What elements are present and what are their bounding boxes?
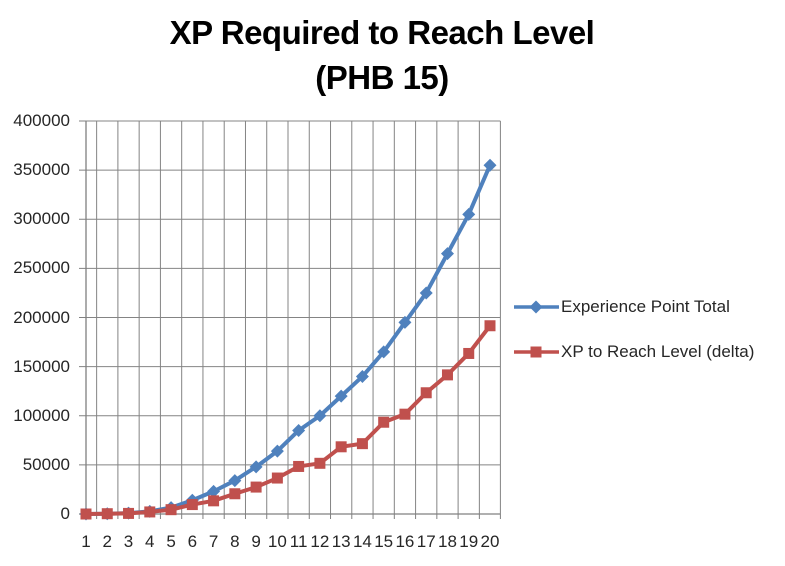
y-tick-label: 400000 bbox=[13, 111, 70, 130]
data-point-diamond bbox=[483, 158, 497, 172]
x-tick-label: 19 bbox=[459, 532, 479, 551]
y-tick-label: 300000 bbox=[13, 209, 70, 229]
data-point-diamond bbox=[440, 247, 454, 261]
chart-title-line2: (PHB 15) bbox=[315, 59, 449, 96]
y-tick-label: 0 bbox=[60, 504, 70, 523]
data-point-diamond bbox=[270, 444, 284, 458]
y-tick-label: 150000 bbox=[13, 356, 70, 376]
square-marker-icon bbox=[530, 346, 542, 358]
data-point-square bbox=[229, 488, 241, 500]
data-point-square bbox=[484, 320, 496, 332]
data-point-square bbox=[314, 457, 326, 469]
x-tick-label: 20 bbox=[480, 532, 500, 551]
x-tick-label: 9 bbox=[251, 532, 261, 551]
data-point-square bbox=[378, 416, 390, 428]
chart-title: XP Required to Reach Level (PHB 15) bbox=[72, 10, 692, 100]
data-point-square bbox=[463, 347, 475, 359]
x-tick-label: 3 bbox=[123, 532, 134, 551]
x-tick-label: 18 bbox=[438, 532, 457, 551]
legend-swatch-total bbox=[514, 300, 559, 314]
data-point-square bbox=[356, 438, 368, 450]
x-tick-label: 16 bbox=[395, 532, 415, 551]
x-tick-label: 11 bbox=[289, 532, 308, 551]
data-point-square bbox=[208, 495, 220, 507]
data-point-square bbox=[441, 369, 453, 381]
legend: Experience Point Total XP to Reach Level… bbox=[513, 297, 755, 388]
data-point-square bbox=[420, 387, 432, 399]
data-point-diamond bbox=[355, 369, 369, 383]
data-point-square bbox=[123, 507, 135, 519]
legend-label-delta: XP to Reach Level (delta) bbox=[561, 342, 755, 361]
x-tick-label: 4 bbox=[145, 532, 155, 551]
data-point-diamond bbox=[313, 409, 327, 423]
data-point-square bbox=[335, 441, 347, 453]
y-tick-label: 100000 bbox=[13, 405, 70, 425]
x-tick-label: 12 bbox=[310, 532, 330, 551]
data-point-diamond bbox=[249, 460, 263, 474]
y-tick-label: 350000 bbox=[13, 160, 70, 180]
legend-swatch-delta bbox=[514, 346, 559, 358]
data-point-square bbox=[101, 508, 113, 520]
data-point-diamond bbox=[377, 345, 391, 359]
data-point-square bbox=[186, 499, 198, 511]
x-tick-label: 5 bbox=[166, 532, 176, 551]
data-point-square bbox=[271, 472, 283, 484]
x-tick-label: 15 bbox=[374, 532, 394, 551]
x-tick-label: 2 bbox=[102, 532, 112, 551]
x-tick-label: 10 bbox=[267, 532, 287, 551]
data-point-diamond bbox=[292, 423, 306, 437]
data-point-square bbox=[293, 460, 305, 472]
y-tick-label: 50000 bbox=[22, 454, 70, 474]
x-tick-label: 14 bbox=[352, 532, 372, 551]
data-point-diamond bbox=[207, 484, 221, 498]
x-tick-label: 6 bbox=[187, 532, 198, 551]
y-tick-label: 250000 bbox=[13, 258, 70, 278]
data-point-diamond bbox=[462, 207, 476, 221]
data-point-square bbox=[80, 508, 92, 520]
x-tick-label: 1 bbox=[81, 532, 91, 551]
x-tick-label: 7 bbox=[208, 532, 219, 551]
x-tick-label: 8 bbox=[230, 532, 240, 551]
data-point-diamond bbox=[228, 474, 242, 488]
legend-label-total: Experience Point Total bbox=[561, 297, 730, 316]
data-point-square bbox=[144, 506, 156, 518]
x-tick-label: 13 bbox=[331, 532, 351, 551]
legend-entry-experience-point-total: Experience Point Total bbox=[513, 297, 754, 316]
data-point-diamond bbox=[334, 389, 348, 403]
legend-entry-xp-delta: XP to Reach Level (delta) bbox=[513, 342, 755, 361]
data-point-square bbox=[399, 408, 411, 420]
data-point-diamond bbox=[398, 315, 412, 329]
x-tick-label: 17 bbox=[416, 532, 436, 551]
data-point-diamond bbox=[419, 286, 433, 300]
data-point-square bbox=[165, 504, 177, 516]
chart-title-line1: XP Required to Reach Level bbox=[169, 14, 595, 51]
y-tick-label: 200000 bbox=[13, 307, 70, 327]
diamond-marker-icon bbox=[529, 300, 543, 314]
data-point-square bbox=[250, 481, 262, 493]
